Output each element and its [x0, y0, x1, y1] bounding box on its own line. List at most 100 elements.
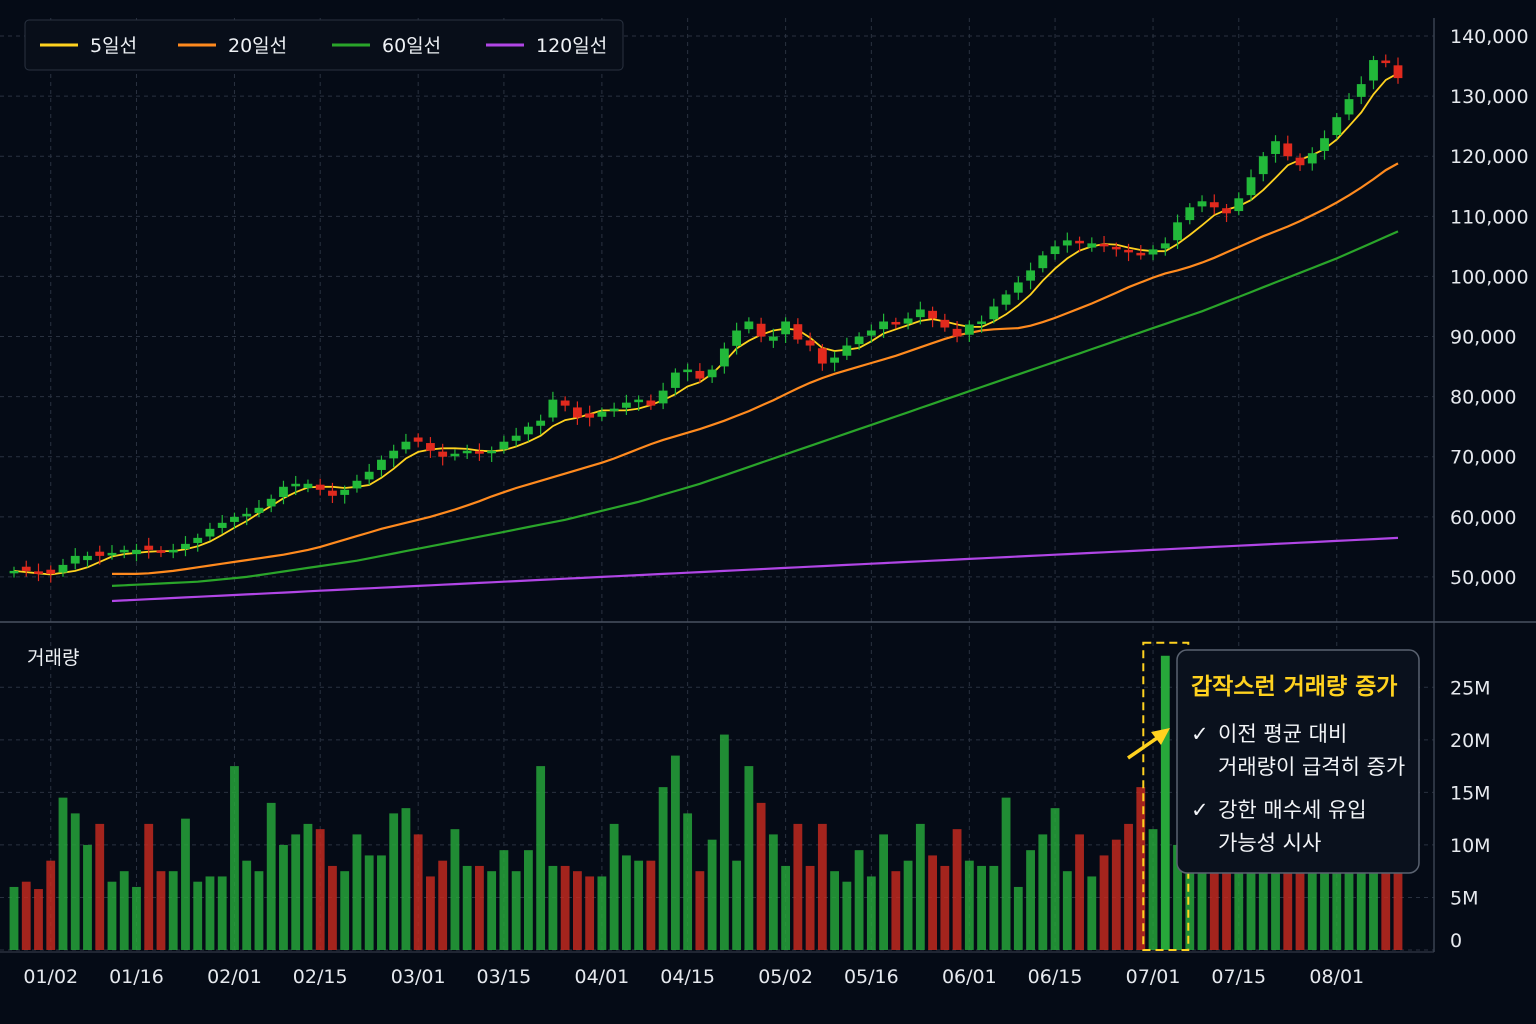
- candle-body: [205, 528, 215, 537]
- candle-body: [1136, 252, 1146, 256]
- candle: [1038, 251, 1048, 273]
- legend: 5일선 20일선 60일선 120일선: [24, 19, 624, 71]
- legend-label-ma5: 5일선: [90, 35, 137, 57]
- candle: [1197, 195, 1207, 213]
- volume-bars: [9, 655, 1403, 950]
- candle-body: [891, 321, 901, 325]
- candle-body: [952, 328, 962, 337]
- volume-bar: [1283, 829, 1293, 950]
- volume-tick-label: 0: [1450, 930, 1462, 952]
- candle: [156, 546, 166, 558]
- candle-body: [1381, 60, 1391, 64]
- candle-body: [389, 450, 399, 459]
- volume-bar: [940, 865, 950, 950]
- candle-body: [940, 319, 950, 328]
- volume-bar: [805, 865, 815, 950]
- price-tick-label: 90,000: [1450, 327, 1516, 349]
- volume-bar: [352, 834, 362, 950]
- volume-bar: [670, 755, 680, 950]
- volume-bar: [475, 865, 484, 950]
- volume-bar: [1197, 834, 1207, 950]
- candle: [1075, 236, 1084, 253]
- volume-bar: [193, 881, 203, 950]
- price-tick-label: 70,000: [1450, 447, 1516, 469]
- candle: [413, 433, 423, 448]
- candle: [107, 545, 117, 560]
- volume-bar: [830, 871, 840, 950]
- candle-body: [193, 537, 203, 543]
- volume-bar: [585, 876, 595, 950]
- volume-bar: [536, 766, 546, 950]
- candle: [695, 363, 705, 383]
- candle: [328, 482, 337, 504]
- volume-bar: [658, 787, 668, 950]
- volume-bar: [181, 818, 190, 950]
- ma5-line: [13, 72, 1399, 576]
- date-tick-label: 06/15: [1028, 966, 1083, 988]
- date-tick-label: 05/16: [844, 966, 899, 988]
- candle: [964, 320, 974, 342]
- volume-bar: [1295, 860, 1305, 950]
- candle: [536, 414, 546, 435]
- volume-bar: [1050, 808, 1060, 950]
- candle: [1320, 130, 1329, 160]
- candles: [9, 54, 1403, 583]
- candle-body: [548, 399, 558, 418]
- volume-bar: [1393, 818, 1403, 950]
- candle-body: [989, 306, 999, 320]
- candle-body: [744, 321, 754, 330]
- volume-tick-label: 25M: [1450, 677, 1491, 699]
- candle-body: [487, 450, 497, 454]
- candle-body: [254, 507, 264, 513]
- candle-body: [879, 321, 889, 330]
- date-tick-label: 02/01: [207, 966, 262, 988]
- volume-bar: [511, 871, 521, 950]
- volume-bar: [915, 823, 925, 950]
- candle: [242, 507, 252, 526]
- candle: [585, 405, 595, 427]
- candle-body: [1124, 249, 1133, 253]
- candle: [1148, 245, 1158, 261]
- volume-bar: [438, 860, 448, 950]
- candle: [46, 565, 56, 583]
- candle: [193, 533, 203, 552]
- candle-body: [168, 549, 178, 553]
- candle-body: [132, 549, 141, 555]
- candle: [254, 499, 264, 518]
- volume-bar: [1258, 844, 1268, 950]
- volume-bar: [1222, 865, 1231, 950]
- date-tick-label: 04/01: [575, 966, 630, 988]
- candle: [303, 479, 313, 493]
- date-tick-label: 07/01: [1126, 966, 1181, 988]
- volume-bar: [1209, 834, 1219, 950]
- volume-bar: [1173, 844, 1182, 950]
- candle: [891, 317, 901, 329]
- volume-bar: [144, 823, 154, 950]
- candle-body: [107, 552, 117, 556]
- price-tick-label: 50,000: [1450, 567, 1516, 589]
- price-tick-label: 100,000: [1450, 266, 1529, 288]
- candle-body: [1258, 156, 1268, 175]
- volume-bar: [1136, 787, 1146, 950]
- candle: [915, 301, 925, 325]
- candle: [389, 444, 399, 468]
- candle-body: [1393, 65, 1403, 79]
- candle: [719, 342, 729, 374]
- date-tick-label: 07/15: [1211, 966, 1266, 988]
- volume-bar: [132, 886, 141, 950]
- candle: [560, 396, 570, 412]
- volume-bar: [1271, 860, 1280, 950]
- candle: [1295, 153, 1305, 171]
- check-icon: ✓: [1191, 722, 1209, 746]
- volume-bar: [303, 823, 313, 950]
- candle: [1381, 54, 1391, 68]
- candle: [1271, 135, 1280, 163]
- candle-body: [903, 318, 913, 324]
- candle-body: [1197, 201, 1207, 207]
- candle-body: [817, 348, 827, 364]
- volume-bar: [1234, 860, 1244, 950]
- volume-bar: [242, 860, 252, 950]
- candle-body: [1283, 143, 1293, 157]
- candle: [1332, 112, 1342, 140]
